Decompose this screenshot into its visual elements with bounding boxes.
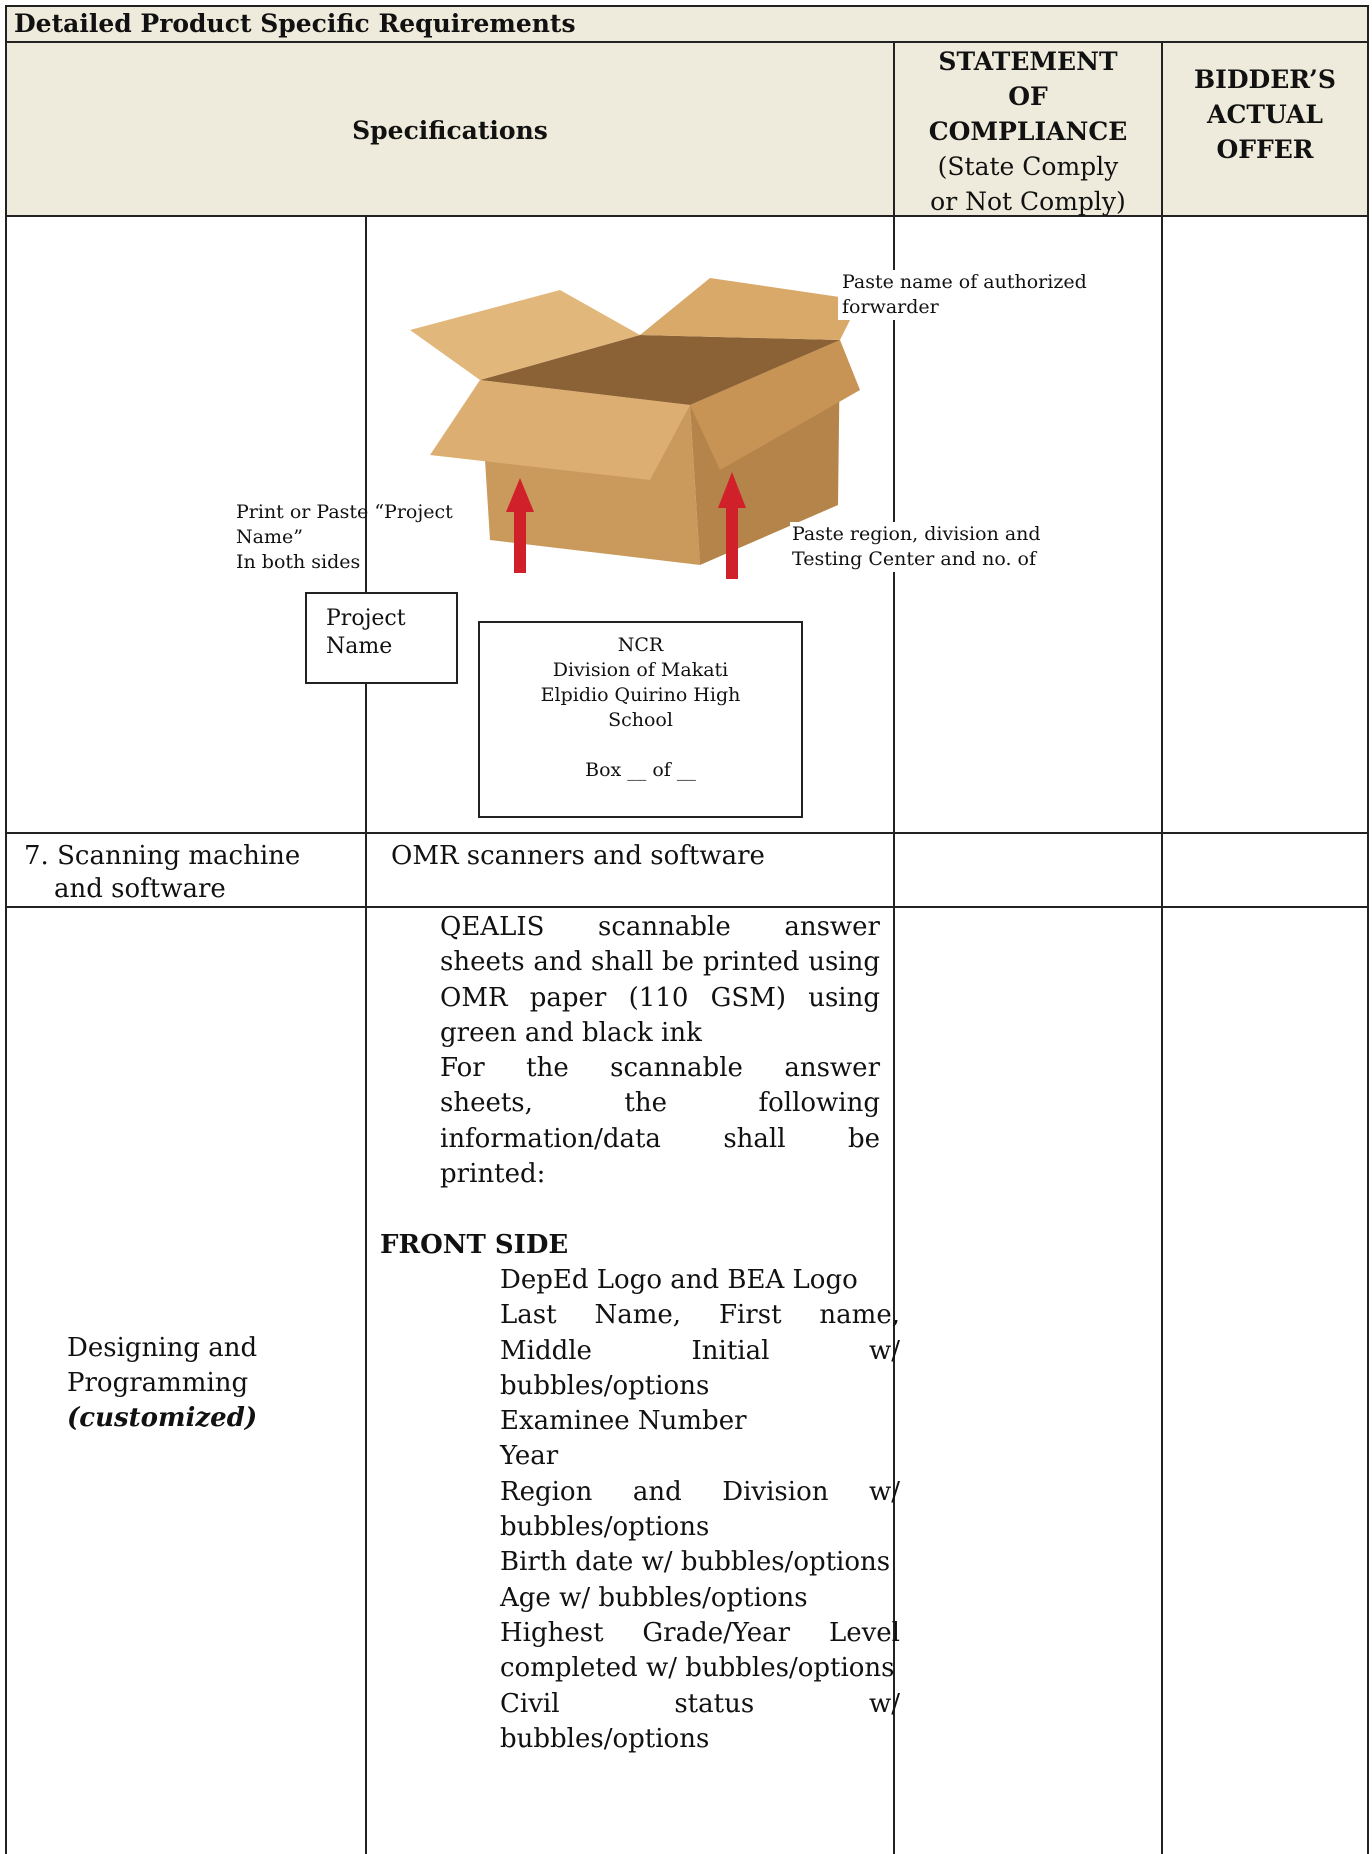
header-line: OFFER [1216,135,1314,164]
label-line: Division of Makati [552,659,729,681]
header-line: OF [1008,82,1048,111]
region-label: Paste region, division and Testing Center… [790,522,1043,572]
label-line: Paste name of authorized [842,271,1087,293]
front-item: Year [500,1441,559,1472]
label-line: School [608,709,673,731]
border [6,832,1369,834]
col-header: BIDDER’S ACTUAL OFFER [1162,62,1368,167]
header-line: ACTUAL [1207,100,1323,129]
border [6,5,1369,7]
front-item: Examinee Number [500,1406,747,1437]
border [893,41,895,1854]
col-header: STATEMENT OF COMPLIANCE (State Comply or Not… [894,44,1162,219]
label-line [479,733,802,758]
label-line: Name” [236,526,303,548]
item-note: (customized) [67,1403,258,1433]
front-item: Birth date w/ bubbles/options [500,1547,891,1578]
header-line: STATEMENT [938,47,1118,76]
label-line: Project [326,606,406,631]
header-note: (State Comply [937,152,1119,181]
header-line: COMPLIANCE [928,117,1128,146]
border [1161,41,1163,1854]
border [1367,5,1369,1854]
spec: OMR scanners and software [391,841,765,871]
forwarder-label: Paste name of authorized forwarder [838,270,1091,320]
label-line: Testing Center and no. of [792,548,1037,570]
box-illustration [305,278,860,818]
front-item: Age w/ bubbles/options [500,1582,808,1613]
bullet: For the scannable answer sheets, the fol… [440,1053,880,1190]
col-header: Specifications [352,116,548,145]
item: Designing and [67,1333,258,1363]
item: and software [54,874,226,904]
border [5,5,7,1854]
border [6,215,1369,217]
front-item: Last Name, First name, Middle Initial w/… [500,1300,900,1401]
header-note: or Not Comply) [930,187,1126,216]
bullet: QEALIS scannable answer sheets and shall… [440,912,880,1048]
section-title: FRONT SIDE [380,1229,569,1260]
label-line: Box __ of __ [585,759,696,781]
front-item: Region and Division w/ bubbles/options [500,1476,900,1543]
project-box: Project Name [326,605,406,661]
bullet-list: QEALIS scannable answer sheets and shall… [440,910,880,1192]
spec-content: QEALIS scannable answer sheets and shall… [380,910,900,1757]
item: Programming [67,1368,249,1398]
project-label: Print or Paste “Project Name” In both side… [236,500,453,575]
label-line: Name [326,634,393,659]
border [6,906,1369,908]
title: Detailed Product Specific Requirements [14,9,576,38]
front-item: Highest Grade/Year Level completed w/ bu… [500,1617,900,1684]
label-line: forwarder [842,296,939,318]
border [365,215,367,1854]
border [6,41,1369,43]
label-line: Print or Paste “Project [236,501,453,523]
label-line: NCR [617,634,664,656]
front-list: DepEd Logo and BEA Logo Last Name, First … [500,1263,900,1757]
header-line: BIDDER’S [1194,65,1336,94]
label-line: In both sides [236,551,361,573]
address-label: NCR Division of Makati Elpidio Quirino Hig… [479,633,802,783]
front-item: DepEd Logo and BEA Logo [500,1264,858,1295]
front-item: Civil status w/ bubbles/options [500,1688,900,1754]
label-line: Paste region, division and [792,523,1041,545]
label-line: Elpidio Quirino High [540,684,741,706]
item: 7. Scanning machine [24,841,301,871]
